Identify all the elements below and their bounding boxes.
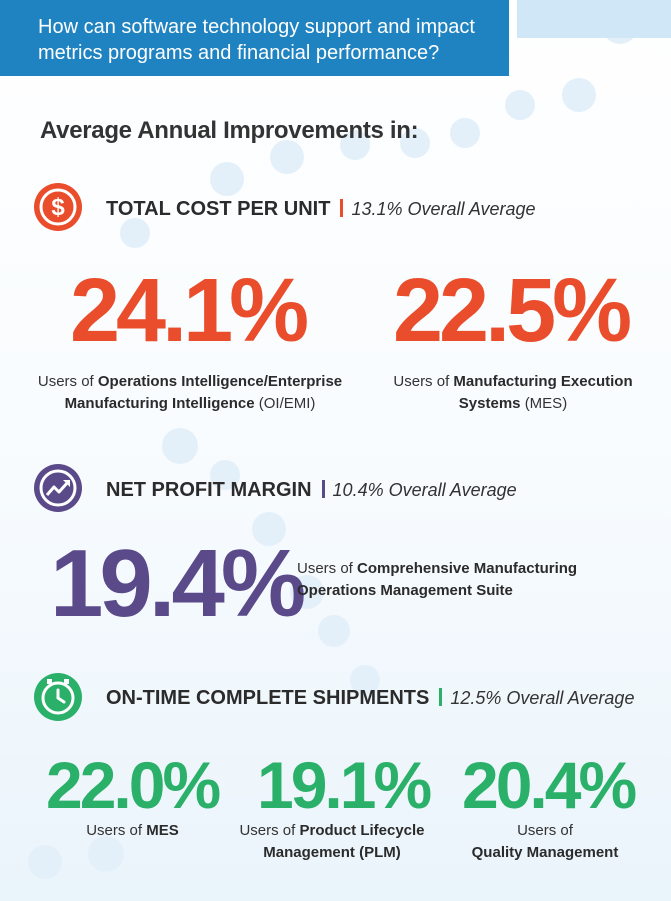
decorative-bubble bbox=[88, 836, 124, 872]
stat-value: 19.4% bbox=[50, 530, 306, 637]
dollar-icon: $ bbox=[33, 182, 83, 232]
decorative-bubble bbox=[350, 665, 380, 695]
stat-value: 19.1% bbox=[257, 748, 432, 822]
decorative-bubble bbox=[290, 575, 324, 609]
stat-value: 22.0% bbox=[46, 748, 221, 822]
divider bbox=[321, 480, 325, 498]
overall-average: 12.5% Overall Average bbox=[450, 688, 635, 708]
caption-bold: Quality Management bbox=[471, 844, 619, 861]
header-banner: How can software technology support and … bbox=[0, 0, 509, 76]
decorative-bubble bbox=[318, 615, 350, 647]
caption-suffix: (MES) bbox=[524, 395, 568, 412]
section-title-profit: NET PROFIT MARGIN 10.4% Overall Average bbox=[106, 479, 517, 502]
divider bbox=[340, 199, 344, 217]
decorative-bubble bbox=[400, 128, 430, 158]
decorative-bubble bbox=[28, 845, 62, 879]
caption-bold: Manufacturing Execution Systems bbox=[453, 373, 633, 412]
caption-prefix: Users of bbox=[239, 822, 296, 839]
decorative-bubble bbox=[270, 140, 304, 174]
trend-up-icon bbox=[33, 463, 83, 513]
stat-value: 22.5% bbox=[393, 261, 632, 361]
stat-caption: Users of Manufacturing Execution Systems… bbox=[380, 371, 646, 415]
caption-prefix: Users of bbox=[393, 373, 450, 390]
caption-bold: Operations Intelligence/Enterprise Manuf… bbox=[64, 373, 343, 412]
svg-text:$: $ bbox=[51, 194, 65, 221]
section-title-cost: TOTAL COST PER UNIT 13.1% Overall Average bbox=[106, 198, 536, 221]
section-title-text: ON-TIME COMPLETE SHIPMENTS bbox=[106, 687, 430, 709]
decorative-bubble bbox=[210, 460, 240, 490]
stat-caption: Users of Operations Intelligence/Enterpr… bbox=[20, 371, 360, 415]
section-title-shipments: ON-TIME COMPLETE SHIPMENTS 12.5% Overall … bbox=[106, 687, 634, 710]
section-title-text: TOTAL COST PER UNIT bbox=[106, 198, 331, 220]
stat-value: 20.4% bbox=[462, 748, 637, 822]
stat-caption: Users of Quality Management bbox=[460, 820, 630, 864]
caption-prefix: Users of bbox=[297, 560, 353, 577]
caption-prefix: Users of bbox=[86, 822, 143, 839]
caption-prefix: Users of bbox=[37, 373, 94, 390]
header-question: How can software technology support and … bbox=[38, 16, 475, 64]
caption-prefix: Users of bbox=[517, 822, 573, 839]
section-title-text: NET PROFIT MARGIN bbox=[106, 479, 312, 501]
stat-caption: Users of Product Lifecycle Management (P… bbox=[232, 820, 432, 864]
divider bbox=[439, 688, 443, 706]
caption-bold: Comprehensive Manufacturing Operations M… bbox=[297, 560, 578, 599]
overall-average: 13.1% Overall Average bbox=[351, 199, 536, 219]
decorative-bubble bbox=[210, 162, 244, 196]
stat-caption: Users of Comprehensive Manufacturing Ope… bbox=[297, 558, 597, 602]
decorative-bubble bbox=[120, 218, 150, 248]
caption-bold: MES bbox=[146, 822, 179, 839]
decorative-bubble bbox=[252, 512, 286, 546]
decorative-bubble bbox=[505, 90, 535, 120]
decorative-bubble bbox=[562, 78, 596, 112]
decorative-bubble bbox=[340, 130, 370, 160]
overall-average: 10.4% Overall Average bbox=[332, 480, 517, 500]
stat-caption: Users of MES bbox=[55, 820, 210, 842]
clock-icon bbox=[33, 672, 83, 722]
decorative-bubble bbox=[162, 428, 198, 464]
header-accent bbox=[517, 0, 671, 38]
stat-value: 24.1% bbox=[70, 261, 309, 361]
caption-suffix: (OI/EMI) bbox=[258, 395, 316, 412]
page-subtitle: Average Annual Improvements in: bbox=[40, 117, 419, 144]
decorative-bubble bbox=[450, 118, 480, 148]
caption-bold: Product Lifecycle Management (PLM) bbox=[263, 822, 425, 861]
